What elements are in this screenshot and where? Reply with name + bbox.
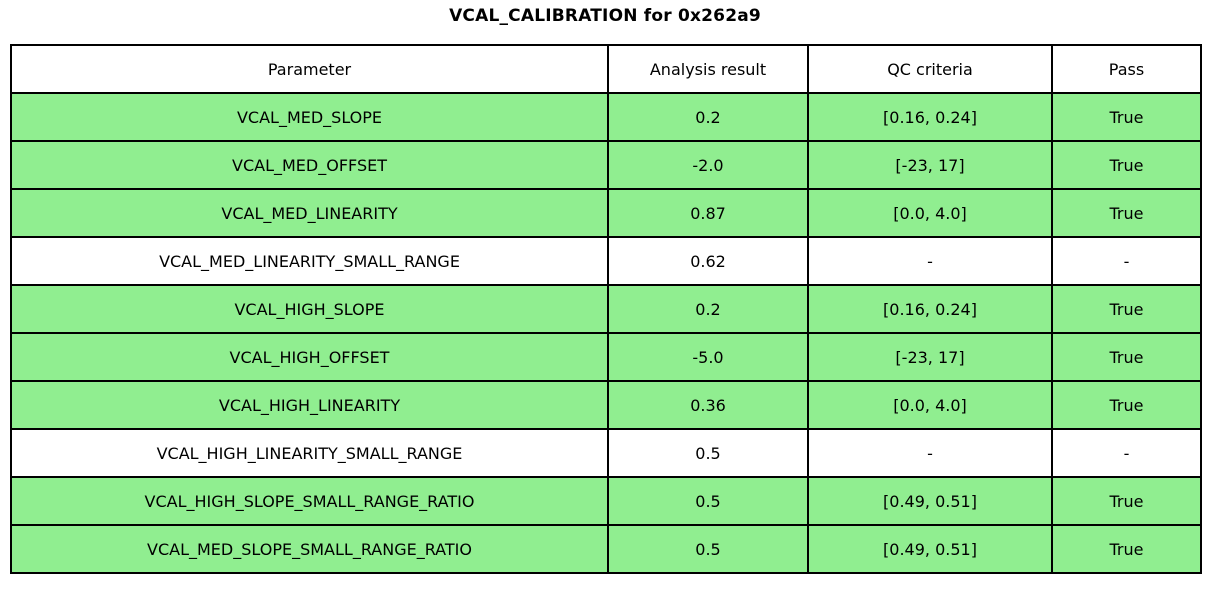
cell-pass: True (1051, 188, 1202, 238)
table-row: VCAL_HIGH_SLOPE 0.2 [0.16, 0.24] True (10, 284, 1202, 334)
cell-pass: True (1051, 524, 1202, 574)
table-row: VCAL_HIGH_SLOPE_SMALL_RANGE_RATIO 0.5 [0… (10, 476, 1202, 526)
cell-qc-criteria: [0.16, 0.24] (807, 92, 1053, 142)
cell-analysis-result: -2.0 (607, 140, 809, 190)
cell-pass: True (1051, 332, 1202, 382)
cell-pass: True (1051, 140, 1202, 190)
table-row: VCAL_MED_LINEARITY 0.87 [0.0, 4.0] True (10, 188, 1202, 238)
cell-analysis-result: 0.5 (607, 524, 809, 574)
cell-qc-criteria: [0.0, 4.0] (807, 188, 1053, 238)
cell-analysis-result: 0.2 (607, 284, 809, 334)
cell-analysis-result: 0.5 (607, 476, 809, 526)
qc-results-table: Parameter Analysis result QC criteria Pa… (10, 44, 1202, 574)
column-header-parameter: Parameter (10, 44, 609, 94)
page-title: VCAL_CALIBRATION for 0x262a9 (449, 6, 761, 26)
cell-qc-criteria: [-23, 17] (807, 140, 1053, 190)
cell-analysis-result: 0.87 (607, 188, 809, 238)
table-header: Parameter Analysis result QC criteria Pa… (10, 44, 1202, 94)
cell-analysis-result: 0.2 (607, 92, 809, 142)
table-row: VCAL_HIGH_LINEARITY_SMALL_RANGE 0.5 - - (10, 428, 1202, 478)
cell-parameter: VCAL_MED_SLOPE_SMALL_RANGE_RATIO (10, 524, 609, 574)
cell-pass: - (1051, 236, 1202, 286)
table-row: VCAL_MED_OFFSET -2.0 [-23, 17] True (10, 140, 1202, 190)
cell-analysis-result: -5.0 (607, 332, 809, 382)
table-row: VCAL_MED_SLOPE_SMALL_RANGE_RATIO 0.5 [0.… (10, 524, 1202, 574)
cell-parameter: VCAL_HIGH_LINEARITY_SMALL_RANGE (10, 428, 609, 478)
column-header-pass: Pass (1051, 44, 1202, 94)
cell-parameter: VCAL_HIGH_SLOPE (10, 284, 609, 334)
cell-analysis-result: 0.36 (607, 380, 809, 430)
table-row: VCAL_HIGH_OFFSET -5.0 [-23, 17] True (10, 332, 1202, 382)
cell-qc-criteria: [0.49, 0.51] (807, 476, 1053, 526)
cell-parameter: VCAL_MED_LINEARITY_SMALL_RANGE (10, 236, 609, 286)
cell-pass: True (1051, 92, 1202, 142)
column-header-qc-criteria: QC criteria (807, 44, 1053, 94)
column-header-analysis-result: Analysis result (607, 44, 809, 94)
table-body: VCAL_MED_SLOPE 0.2 [0.16, 0.24] True VCA… (10, 92, 1202, 574)
cell-parameter: VCAL_HIGH_OFFSET (10, 332, 609, 382)
header-row: Parameter Analysis result QC criteria Pa… (10, 44, 1202, 94)
cell-qc-criteria: [-23, 17] (807, 332, 1053, 382)
cell-pass: True (1051, 476, 1202, 526)
cell-parameter: VCAL_HIGH_LINEARITY (10, 380, 609, 430)
cell-qc-criteria: - (807, 428, 1053, 478)
table-row: VCAL_MED_LINEARITY_SMALL_RANGE 0.62 - - (10, 236, 1202, 286)
cell-pass: True (1051, 284, 1202, 334)
cell-parameter: VCAL_MED_SLOPE (10, 92, 609, 142)
cell-pass: True (1051, 380, 1202, 430)
cell-qc-criteria: [0.16, 0.24] (807, 284, 1053, 334)
table-row: VCAL_HIGH_LINEARITY 0.36 [0.0, 4.0] True (10, 380, 1202, 430)
cell-analysis-result: 0.62 (607, 236, 809, 286)
cell-pass: - (1051, 428, 1202, 478)
cell-analysis-result: 0.5 (607, 428, 809, 478)
cell-qc-criteria: [0.49, 0.51] (807, 524, 1053, 574)
cell-parameter: VCAL_MED_OFFSET (10, 140, 609, 190)
cell-qc-criteria: [0.0, 4.0] (807, 380, 1053, 430)
cell-parameter: VCAL_MED_LINEARITY (10, 188, 609, 238)
cell-parameter: VCAL_HIGH_SLOPE_SMALL_RANGE_RATIO (10, 476, 609, 526)
cell-qc-criteria: - (807, 236, 1053, 286)
table-row: VCAL_MED_SLOPE 0.2 [0.16, 0.24] True (10, 92, 1202, 142)
